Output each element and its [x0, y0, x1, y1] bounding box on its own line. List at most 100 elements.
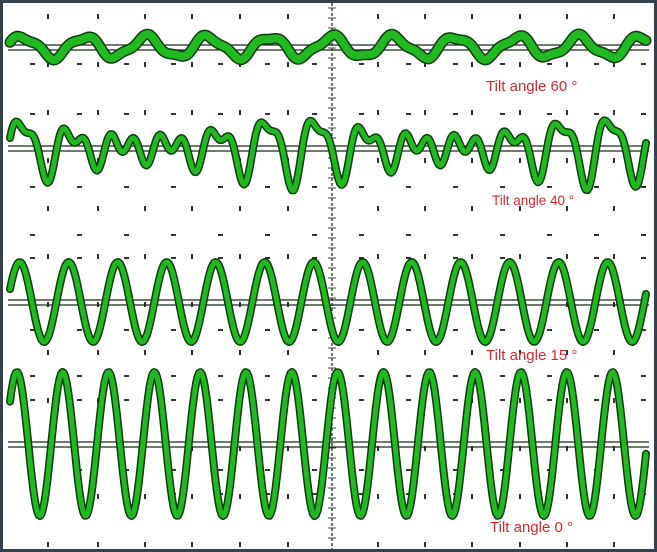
grid-dot	[547, 399, 552, 401]
grid-dot	[312, 257, 317, 259]
grid-dot	[124, 399, 129, 401]
grid-dot	[377, 542, 379, 547]
grid-dot	[641, 399, 646, 401]
grid-dot	[453, 329, 458, 331]
grid-dot	[519, 398, 521, 403]
trace-60-deg	[4, 28, 652, 66]
grid-dot	[47, 542, 49, 547]
grid-dot	[500, 234, 505, 236]
grid-dot	[359, 399, 364, 401]
grid-dot	[377, 110, 379, 115]
grid-dot	[471, 254, 473, 259]
grid-dot	[406, 375, 411, 377]
grid-dot	[124, 186, 129, 188]
grid-dot	[377, 254, 379, 259]
grid-dot	[471, 110, 473, 115]
grid-dot	[594, 63, 599, 65]
trace-label-60: Tilt angle 60 °	[486, 78, 577, 95]
grid-dot	[265, 113, 270, 115]
grid-dot	[566, 350, 568, 355]
grid-dot	[312, 469, 317, 471]
grid-dot	[47, 14, 49, 19]
grid-dot	[424, 446, 426, 451]
grid-dot	[471, 62, 473, 67]
trace-0-deg	[6, 368, 650, 520]
grid-dot	[594, 329, 599, 331]
grid-dot	[641, 63, 646, 65]
grid-dot	[613, 350, 615, 355]
grid-dot	[424, 350, 426, 355]
grid-dot	[519, 62, 521, 67]
grid-dot	[265, 257, 270, 259]
grid-dot	[30, 399, 35, 401]
grid-dot	[519, 110, 521, 115]
grid-dot	[171, 234, 176, 236]
grid-dot	[171, 63, 176, 65]
grid-dot	[97, 494, 99, 499]
grid-dot	[47, 350, 49, 355]
grid-dot	[471, 542, 473, 547]
trace-label-40: Tilt angle 40 °	[492, 193, 574, 208]
grid-dot	[287, 14, 289, 19]
grid-dot	[424, 62, 426, 67]
grid-dot	[144, 14, 146, 19]
grid-dot	[144, 254, 146, 259]
trace-line	[7, 369, 649, 519]
grid-dot	[613, 542, 615, 547]
grid-dot	[613, 62, 615, 67]
grid-dot	[265, 63, 270, 65]
grid-dot	[406, 399, 411, 401]
grid-dot	[453, 469, 458, 471]
grid-dot	[30, 257, 35, 259]
grid-dot	[124, 257, 129, 259]
grid-dot	[265, 234, 270, 236]
grid-dot	[406, 63, 411, 65]
grid-dot	[359, 493, 364, 495]
grid-dot	[77, 63, 82, 65]
grid-dot	[453, 399, 458, 401]
grid-dot	[77, 329, 82, 331]
grid-dot	[547, 257, 552, 259]
grid-dot	[124, 375, 129, 377]
grid-dot	[613, 446, 615, 451]
grid-dot	[453, 186, 458, 188]
grid-dot	[613, 254, 615, 259]
grid-dot	[613, 110, 615, 115]
grid-dot	[566, 446, 568, 451]
grid-dot	[97, 206, 99, 211]
grid-dot	[500, 469, 505, 471]
grid-dot	[471, 14, 473, 19]
grid-dot	[287, 494, 289, 499]
grid-dot	[424, 206, 426, 211]
grid-dot	[613, 14, 615, 19]
grid-dot	[641, 329, 646, 331]
grid-dot	[218, 234, 223, 236]
grid-dot	[97, 14, 99, 19]
grid-dot	[77, 234, 82, 236]
trace-line	[6, 30, 650, 64]
grid-dot	[424, 158, 426, 163]
grid-dot	[239, 542, 241, 547]
grid-dot	[359, 113, 364, 115]
traces	[4, 28, 652, 520]
grid-dot	[30, 329, 35, 331]
grid-dot	[239, 494, 241, 499]
trace-line	[7, 259, 649, 345]
grid-dot	[641, 186, 646, 188]
grid-dot	[566, 158, 568, 163]
grid-dot	[265, 375, 270, 377]
grid-dot	[613, 398, 615, 403]
grid-dot	[359, 234, 364, 236]
grid-dot	[547, 113, 552, 115]
grid-dot	[471, 206, 473, 211]
grid-dot	[377, 62, 379, 67]
grid-dot	[265, 329, 270, 331]
grid-dot	[312, 63, 317, 65]
trace-15-deg	[6, 258, 650, 346]
grid-dot	[218, 257, 223, 259]
grid-dot	[519, 206, 521, 211]
grid-dot	[312, 234, 317, 236]
grid-dot	[265, 493, 270, 495]
trace-label-0: Tilt angle 0 °	[490, 519, 573, 536]
grid-dot	[519, 254, 521, 259]
